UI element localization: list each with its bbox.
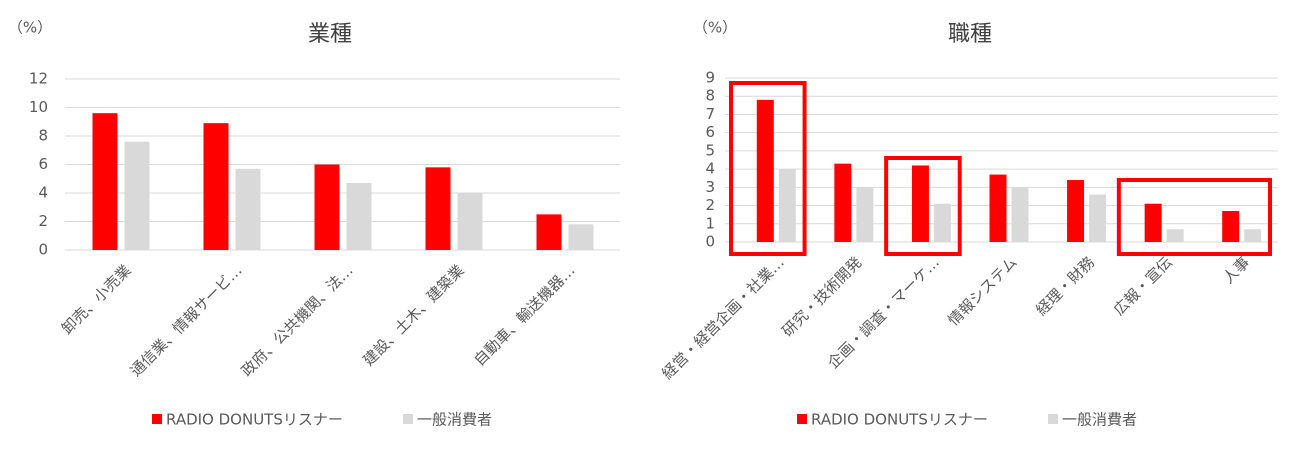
legend-swatch	[152, 414, 162, 424]
bar	[235, 168, 261, 250]
y-tick-label: 9	[705, 69, 715, 87]
bar	[346, 183, 372, 250]
bar	[989, 174, 1007, 242]
bar	[1067, 180, 1085, 242]
bar	[1144, 203, 1162, 242]
bar	[425, 167, 451, 250]
x-tick-label: 政府、公共機関、法…	[238, 261, 357, 380]
y-tick-label: 1	[705, 214, 715, 232]
y-tick-label: 3	[705, 178, 715, 196]
x-tick-label: 研究・技術開発	[778, 253, 865, 340]
bar	[1166, 229, 1184, 242]
legend-label: RADIO DONUTSリスナー	[811, 411, 988, 429]
y-tick-label: 0	[38, 241, 48, 259]
y-tick-label: 10	[29, 98, 48, 116]
bar	[933, 203, 951, 242]
y-tick-label: 5	[705, 141, 715, 159]
bar	[203, 123, 229, 250]
legend-swatch	[1048, 414, 1058, 424]
unit-label: （%）	[693, 19, 737, 37]
bar	[1222, 211, 1240, 242]
unit-label: （%）	[8, 19, 52, 37]
bar	[1089, 194, 1107, 242]
legend-label: 一般消費者	[1062, 411, 1137, 429]
chart-title: 職種	[948, 22, 992, 47]
bar	[314, 164, 340, 250]
legend-label: 一般消費者	[417, 411, 492, 429]
y-tick-label: 2	[705, 196, 715, 214]
bar	[911, 165, 929, 242]
x-tick-label: 通信業、情報サービ…	[127, 261, 246, 380]
bar	[778, 169, 796, 242]
x-tick-label: 人事	[1219, 253, 1253, 287]
bar	[124, 141, 150, 250]
y-tick-label: 8	[38, 127, 48, 145]
bar	[1011, 187, 1029, 242]
legend-swatch	[403, 414, 413, 424]
bar	[834, 163, 852, 242]
bar	[536, 214, 562, 250]
bar	[1244, 229, 1262, 242]
x-tick-label: 卸売、小売業	[58, 261, 134, 337]
y-tick-label: 12	[29, 70, 48, 88]
x-tick-label: 情報システム	[944, 253, 1020, 329]
y-tick-label: 2	[38, 212, 48, 230]
bar	[568, 224, 594, 250]
x-tick-label: 経営・経営企画・社業…	[658, 253, 787, 382]
y-tick-label: 4	[705, 160, 715, 178]
y-tick-label: 4	[38, 184, 48, 202]
x-tick-label: 広報・宣伝	[1110, 253, 1176, 319]
highlight-box	[729, 81, 807, 256]
y-tick-label: 6	[38, 155, 48, 173]
y-tick-label: 6	[705, 123, 715, 141]
highlight-box	[1116, 178, 1273, 256]
legend-swatch	[797, 414, 807, 424]
legend-label: RADIO DONUTSリスナー	[166, 411, 343, 429]
bar	[756, 99, 774, 242]
x-tick-label: 経理・財務	[1032, 253, 1098, 319]
bar	[457, 193, 483, 250]
y-tick-label: 7	[705, 105, 715, 123]
chart-title: 業種	[308, 22, 352, 47]
highlight-box	[884, 156, 962, 256]
bar	[92, 113, 118, 250]
bar	[856, 187, 874, 242]
y-tick-label: 8	[705, 87, 715, 105]
y-tick-label: 0	[705, 233, 715, 251]
x-tick-label: 自動車、輸送機器…	[470, 261, 578, 369]
x-tick-label: 建設、土木、建築業	[359, 261, 467, 369]
